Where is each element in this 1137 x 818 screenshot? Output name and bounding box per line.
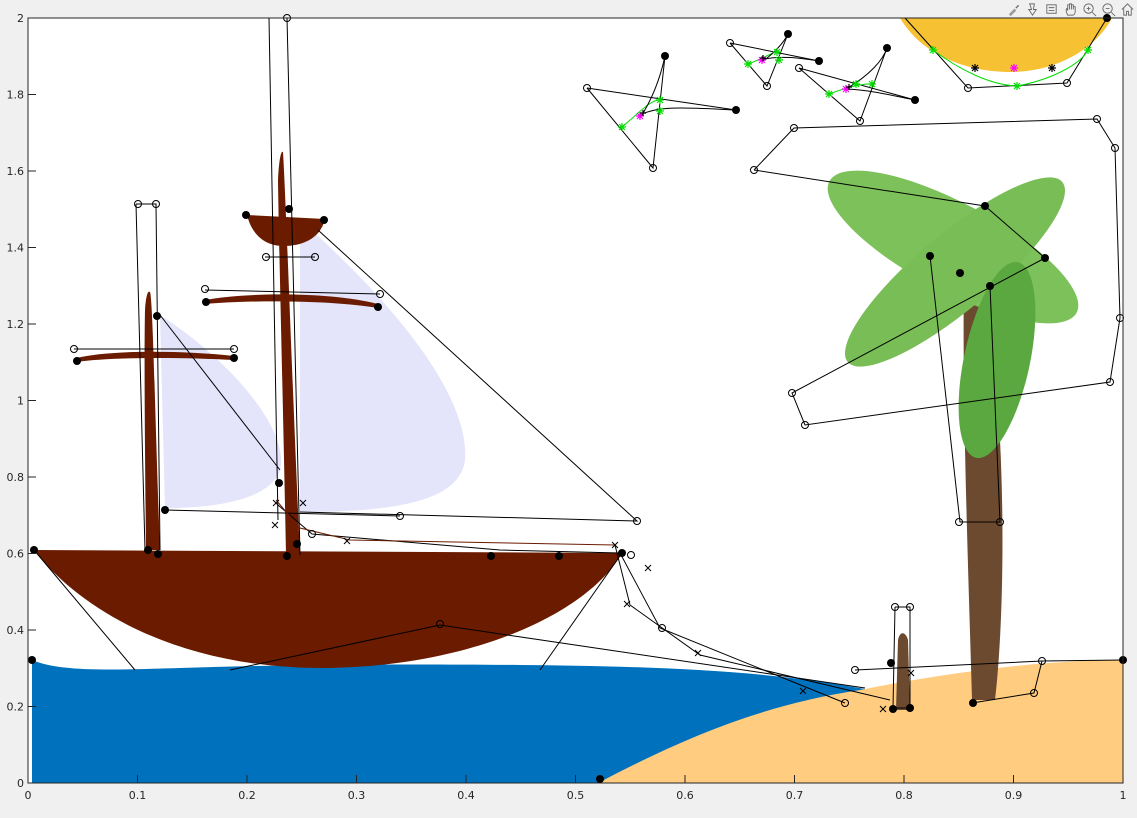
export-icon[interactable] [1024,1,1040,17]
filled-control-points [28,14,1127,783]
y-tick-label: 1.2 [7,318,25,331]
y-axis: 0 0.2 0.4 0.6 0.8 1 1.2 1.4 1.6 1.8 2 [7,12,36,790]
sun [900,18,1112,72]
y-tick-label: 2 [17,12,24,25]
x-tick-label: 0.2 [238,789,256,802]
boat-hull [34,550,622,669]
palm-leaf-2 [845,177,1065,367]
y-tick-label: 0 [17,777,24,790]
crows-nest [247,215,325,246]
open-control-points [70,14,1124,707]
asterisk-markers [618,46,1092,131]
yard-main [205,294,378,308]
y-tick-label: 1.8 [7,89,25,102]
zoom-in-icon[interactable] [1081,1,1097,17]
y-tick-label: 0.6 [7,548,25,561]
datatip-icon[interactable] [1043,1,1059,17]
mooring-post [896,633,910,710]
y-tick-label: 0.4 [7,624,25,637]
x-tick-label: 0.5 [567,789,585,802]
home-icon[interactable] [1119,1,1135,17]
y-tick-label: 0.8 [7,471,25,484]
x-tick-label: 0.1 [129,789,147,802]
x-tick-label: 0.4 [457,789,475,802]
yard-front [76,351,234,362]
x-tick-label: 0.6 [676,789,694,802]
sail-front [160,315,282,508]
palm-leaf-3 [958,261,1036,459]
x-markers [271,499,915,713]
axes-toolbar [1005,0,1135,18]
x-axis: 0 0.1 0.2 0.3 0.4 0.5 0.6 0.7 0.8 0.9 1 [25,775,1127,802]
brush-icon[interactable] [1005,1,1021,17]
x-tick-label: 0.3 [348,789,366,802]
x-tick-label: 0 [25,789,32,802]
x-tick-label: 1 [1120,789,1127,802]
y-tick-label: 0.2 [7,701,25,714]
x-tick-label: 0.7 [786,789,804,802]
y-tick-label: 1.6 [7,165,25,178]
zoom-out-icon[interactable] [1100,1,1116,17]
pan-icon[interactable] [1062,1,1078,17]
x-tick-label: 0.9 [1005,789,1023,802]
x-tick-label: 0.8 [895,789,913,802]
y-tick-label: 1 [17,395,24,408]
y-tick-label: 1.4 [7,242,25,255]
mast-main [278,151,300,555]
